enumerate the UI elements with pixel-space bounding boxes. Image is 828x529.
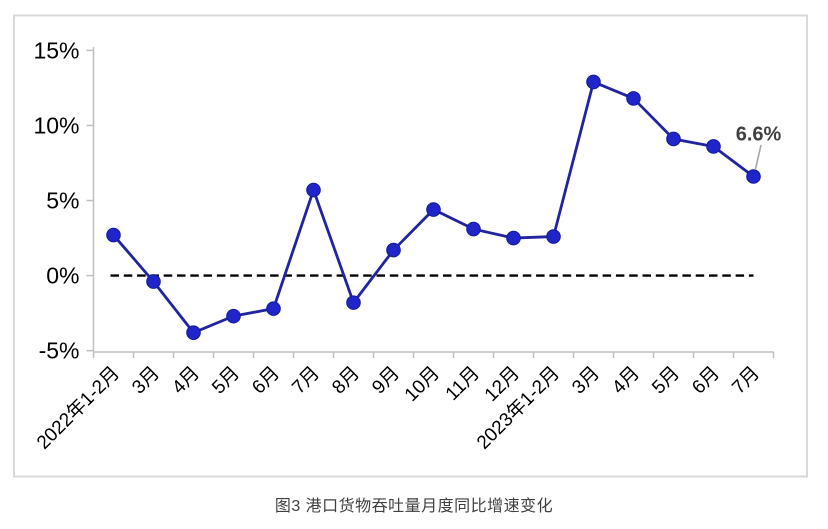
data-point: [426, 202, 441, 217]
x-axis-label: 5月: [648, 363, 684, 399]
x-axis-label: 2022年1-2月: [32, 362, 124, 454]
x-axis-label: 9月: [368, 363, 404, 399]
annotation-leader-line: [754, 144, 762, 170]
data-point: [386, 242, 401, 258]
data-point: [666, 131, 681, 147]
data-point: [346, 295, 361, 310]
data-point: [306, 182, 321, 198]
data-point: [586, 74, 601, 90]
x-axis-label: 5月: [208, 363, 244, 399]
data-point: [546, 229, 561, 244]
y-axis-label: 0%: [46, 263, 79, 289]
x-axis-label: 4月: [168, 363, 204, 399]
y-axis-label: 10%: [33, 112, 79, 138]
data-point: [626, 91, 641, 106]
y-axis-label: 5%: [46, 188, 79, 214]
data-point: [186, 325, 201, 340]
x-axis-label: 8月: [328, 363, 364, 399]
x-axis-label: 6月: [248, 363, 284, 399]
x-axis-label: 6月: [688, 363, 724, 399]
data-point: [706, 139, 721, 154]
data-point: [226, 308, 241, 324]
data-point: [466, 221, 481, 237]
figure-caption: 图3 港口货物吞吐量月度同比增速变化: [274, 498, 554, 515]
x-axis-label: 3月: [568, 363, 604, 399]
x-axis-label: 11月: [442, 363, 484, 405]
x-axis-label: 3月: [128, 363, 164, 399]
last-point-value-label: 6.6%: [736, 124, 782, 146]
data-point: [106, 227, 121, 243]
x-axis-label: 10月: [401, 363, 444, 406]
y-axis-label: 15%: [33, 37, 79, 63]
y-axis-label: -5%: [39, 338, 80, 364]
x-axis-label: 4月: [608, 363, 644, 399]
chart-frame: [13, 14, 808, 478]
data-point: [506, 230, 521, 246]
data-point: [266, 301, 281, 316]
x-axis-label: 7月: [288, 363, 324, 399]
line-chart: 15%10%5%0%-5%2022年1-2月 3月 4月 5月 6月 7月 8月 9月10月1…: [13, 14, 808, 478]
data-point: [146, 274, 161, 289]
data-point: [746, 169, 761, 184]
x-axis-label: 7月: [728, 363, 764, 399]
